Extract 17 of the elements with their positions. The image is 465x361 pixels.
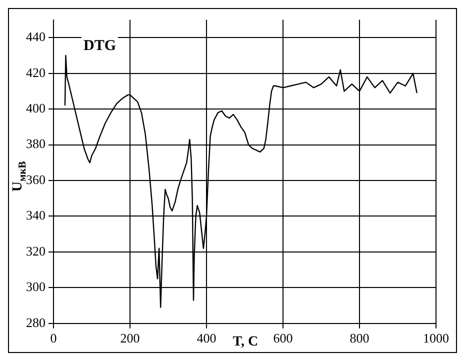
y-tick-label: 440 bbox=[26, 29, 46, 44]
y-tick-label: 340 bbox=[26, 208, 46, 223]
x-tick-label: 1000 bbox=[423, 330, 449, 346]
x-tick-label: 200 bbox=[120, 330, 140, 346]
y-tick-label: 280 bbox=[26, 314, 46, 330]
x-tick-label: 400 bbox=[196, 330, 216, 346]
annotation: DTG bbox=[84, 38, 116, 54]
y-tick-label: 400 bbox=[26, 100, 46, 116]
y-tick-label: 320 bbox=[26, 243, 46, 258]
x-tick-label: 0 bbox=[50, 330, 57, 346]
x-axis-title: T, C bbox=[232, 334, 258, 350]
y-tick-label: 360 bbox=[26, 172, 46, 187]
y-tick-label: 380 bbox=[26, 136, 46, 152]
y-tick-label: 300 bbox=[26, 279, 46, 294]
x-tick-label: 800 bbox=[350, 330, 370, 346]
x-tick-label: 600 bbox=[273, 330, 293, 346]
y-tick-label: 420 bbox=[26, 64, 46, 80]
